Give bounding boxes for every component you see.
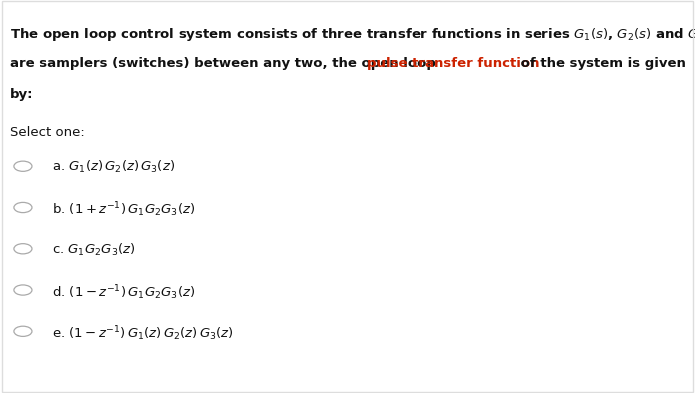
- Text: b. $(1+z^{-1})\, G_1 G_2 G_3(z)$: b. $(1+z^{-1})\, G_1 G_2 G_3(z)$: [52, 200, 195, 219]
- Text: are samplers (switches) between any two, the open loop: are samplers (switches) between any two,…: [10, 57, 440, 70]
- Text: of the system is given: of the system is given: [516, 57, 685, 70]
- Text: a. $G_1(z)\, G_2(z)\, G_3(z)$: a. $G_1(z)\, G_2(z)\, G_3(z)$: [52, 159, 175, 175]
- Text: e. $(1-z^{-1})\, G_1(z)\, G_2(z)\, G_3(z)$: e. $(1-z^{-1})\, G_1(z)\, G_2(z)\, G_3(z…: [52, 324, 234, 343]
- Text: The open loop control system consists of three transfer functions in series $G_1: The open loop control system consists of…: [10, 26, 695, 42]
- Text: by:: by:: [10, 88, 33, 101]
- Text: pulse transfer function: pulse transfer function: [367, 57, 539, 70]
- Text: Select one:: Select one:: [10, 126, 85, 139]
- Text: d. $(1-z^{-1})\, G_1 G_2 G_3(z)$: d. $(1-z^{-1})\, G_1 G_2 G_3(z)$: [52, 283, 195, 302]
- Text: c. $G_1 G_2 G_3(z)$: c. $G_1 G_2 G_3(z)$: [52, 242, 136, 258]
